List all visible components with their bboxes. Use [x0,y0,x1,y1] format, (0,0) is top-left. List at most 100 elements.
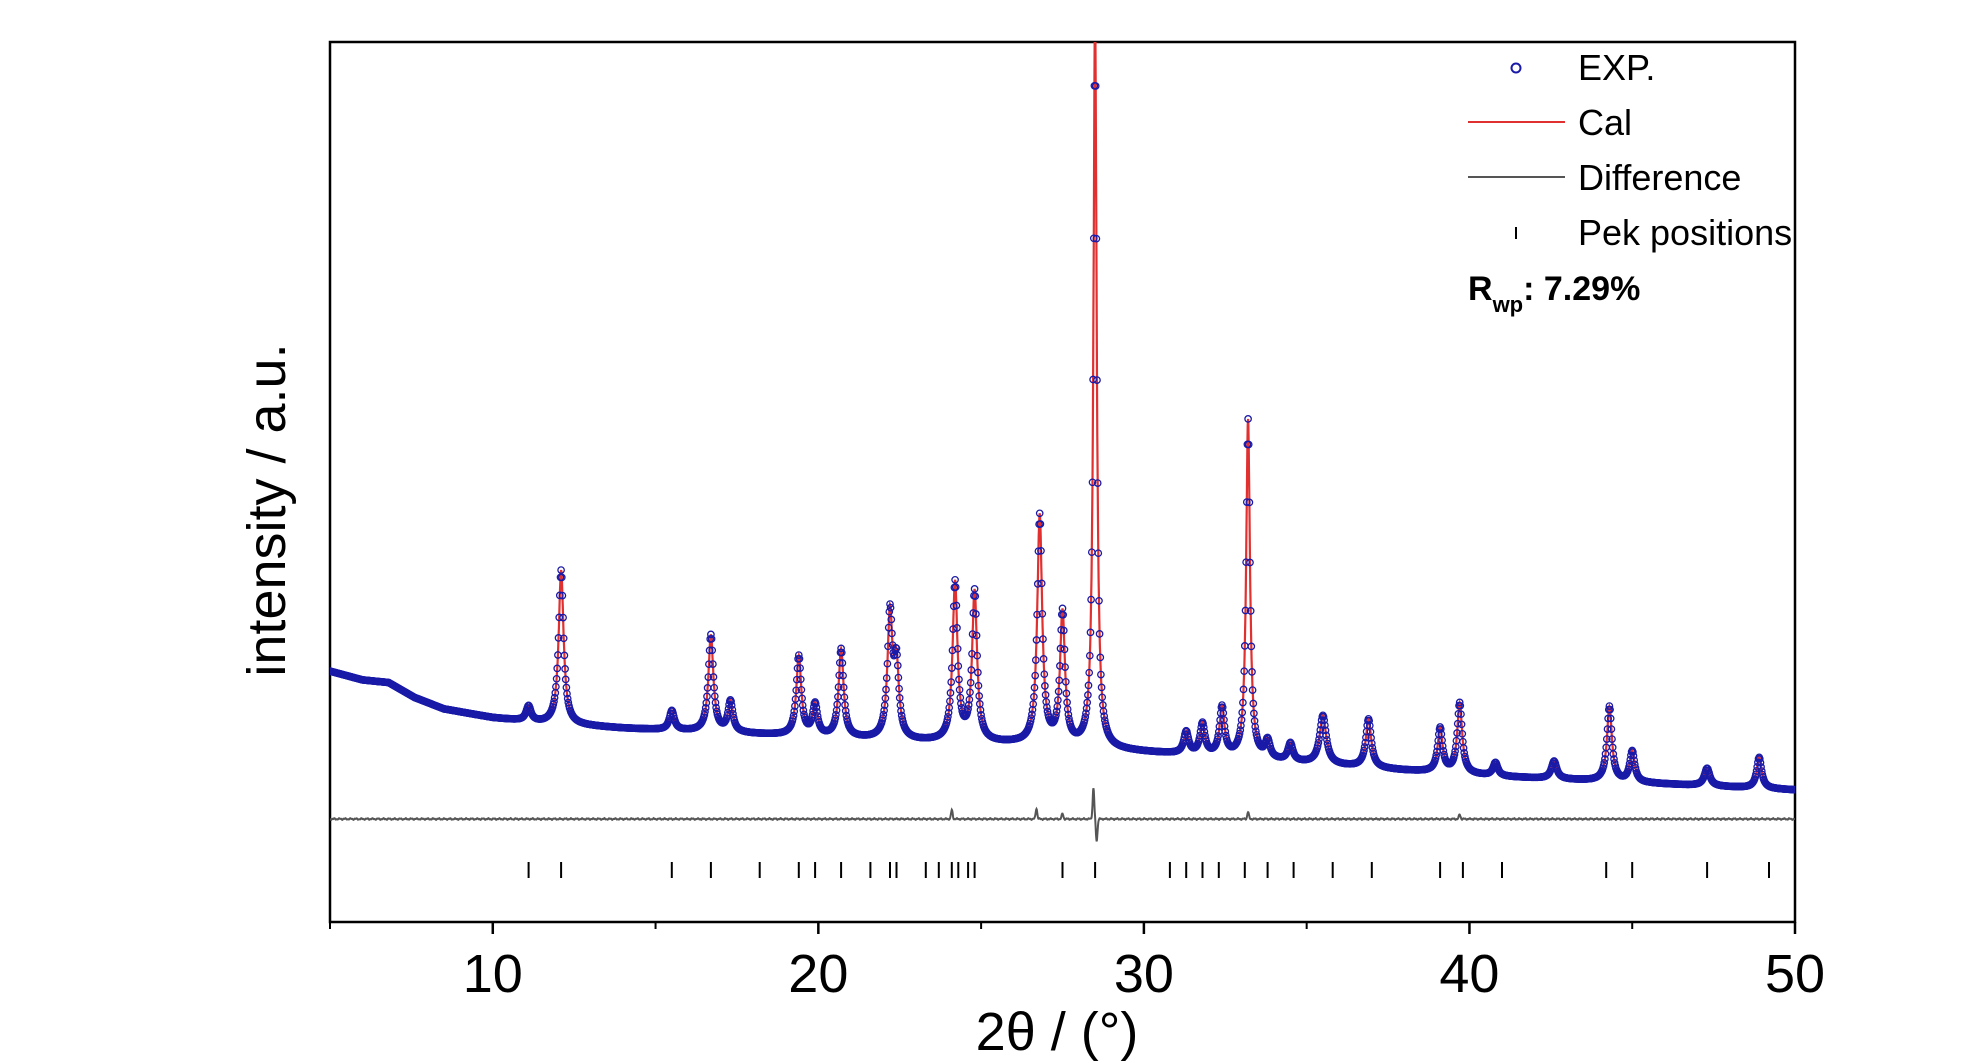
exp-point [703,692,711,701]
exp-point [949,625,957,633]
exp-point [1755,755,1764,763]
peak-position-ticks [527,862,1770,878]
y-axis-label: intensity / a.u. [237,343,297,676]
rwp-subscript: wp [1492,292,1524,317]
exp-point [838,659,847,667]
exp-point [550,697,558,706]
exp-point [1757,763,1765,771]
exp-point [554,634,563,642]
exp-point [1248,668,1256,676]
exp-point [1084,691,1092,699]
exp-point [552,674,561,683]
exp-point [1453,719,1462,728]
exp-point [1237,716,1246,724]
exp-point [1059,610,1068,619]
exp-point [1756,758,1765,767]
exp-point [1031,656,1040,664]
exp-point [1600,759,1609,767]
exp-point [1790,785,1795,794]
exp-point [893,661,902,670]
x-tick-label: 10 [463,944,523,1004]
exp-point [710,683,719,692]
exp-point [947,664,956,672]
exp-point [700,711,709,719]
exp-point [1242,558,1250,567]
exp-point [831,714,840,723]
exp-point [790,707,799,716]
exp-point [886,600,894,608]
exp-point [797,685,806,694]
exp-point [1085,668,1094,677]
exp-point [966,678,975,687]
exp-point [1056,644,1065,653]
exp-point [888,629,896,638]
exp-point [709,673,718,681]
exp-point [895,684,903,693]
exp-point [882,685,890,694]
exp-point [550,693,559,702]
curves-layer [330,42,1795,842]
exp-point [1605,702,1614,710]
exp-point [712,707,721,716]
exp-point [1320,716,1329,725]
exp-point [1043,703,1051,712]
exp-point [1063,705,1072,714]
legend-cal-label: Cal [1578,102,1632,143]
exp-point [1100,712,1109,720]
exp-point [1608,735,1616,743]
exp-point [1082,709,1090,718]
exp-point [1052,707,1061,716]
exp-point [1629,751,1638,760]
exp-point [947,678,956,686]
exp-point [1094,549,1103,558]
exp-point [1029,700,1038,708]
exp-point [794,651,803,659]
exp-point [946,697,954,706]
exp-point [1059,626,1068,635]
exp-point [951,575,959,584]
exp-point [1323,735,1331,744]
exp-point [555,591,564,600]
exp-point [1060,645,1069,654]
exp-point [1030,692,1038,701]
difference-curve [330,788,1795,842]
exp-point [1367,739,1376,748]
exp-point [1031,671,1040,680]
exp-point [1251,722,1260,731]
exp-point [1238,708,1247,717]
exp-point [964,705,972,713]
exp-point [708,646,717,655]
exp-point [1455,698,1464,707]
exp-point [792,675,801,684]
exp-point [1037,546,1045,555]
exp-point [1244,415,1252,423]
exp-point [1457,720,1466,729]
exp-point [1360,746,1368,755]
exp-point [835,671,844,680]
exp-point [954,662,963,670]
exp-point [1038,609,1047,618]
exp-point [839,671,847,680]
exp-point [967,666,976,674]
plot-frame [328,40,1797,924]
exp-point [968,630,977,638]
exp-point [563,694,572,703]
exp-point [727,697,735,706]
exp-point [707,630,715,639]
exp-point [1244,440,1253,449]
cal-curve [330,42,1795,791]
exp-point [952,601,961,610]
exp-point [796,675,805,684]
exp-point [1321,721,1329,730]
exp-point [1607,725,1616,733]
exp-point [1609,750,1618,758]
exp-series [330,81,1795,794]
exp-point [795,654,804,663]
exp-point [957,699,965,708]
exp-point [1459,744,1468,752]
exp-point [881,694,890,703]
exp-point [1239,698,1247,707]
exp-point [832,710,840,719]
exp-point [704,673,713,681]
exp-point [1091,82,1100,90]
